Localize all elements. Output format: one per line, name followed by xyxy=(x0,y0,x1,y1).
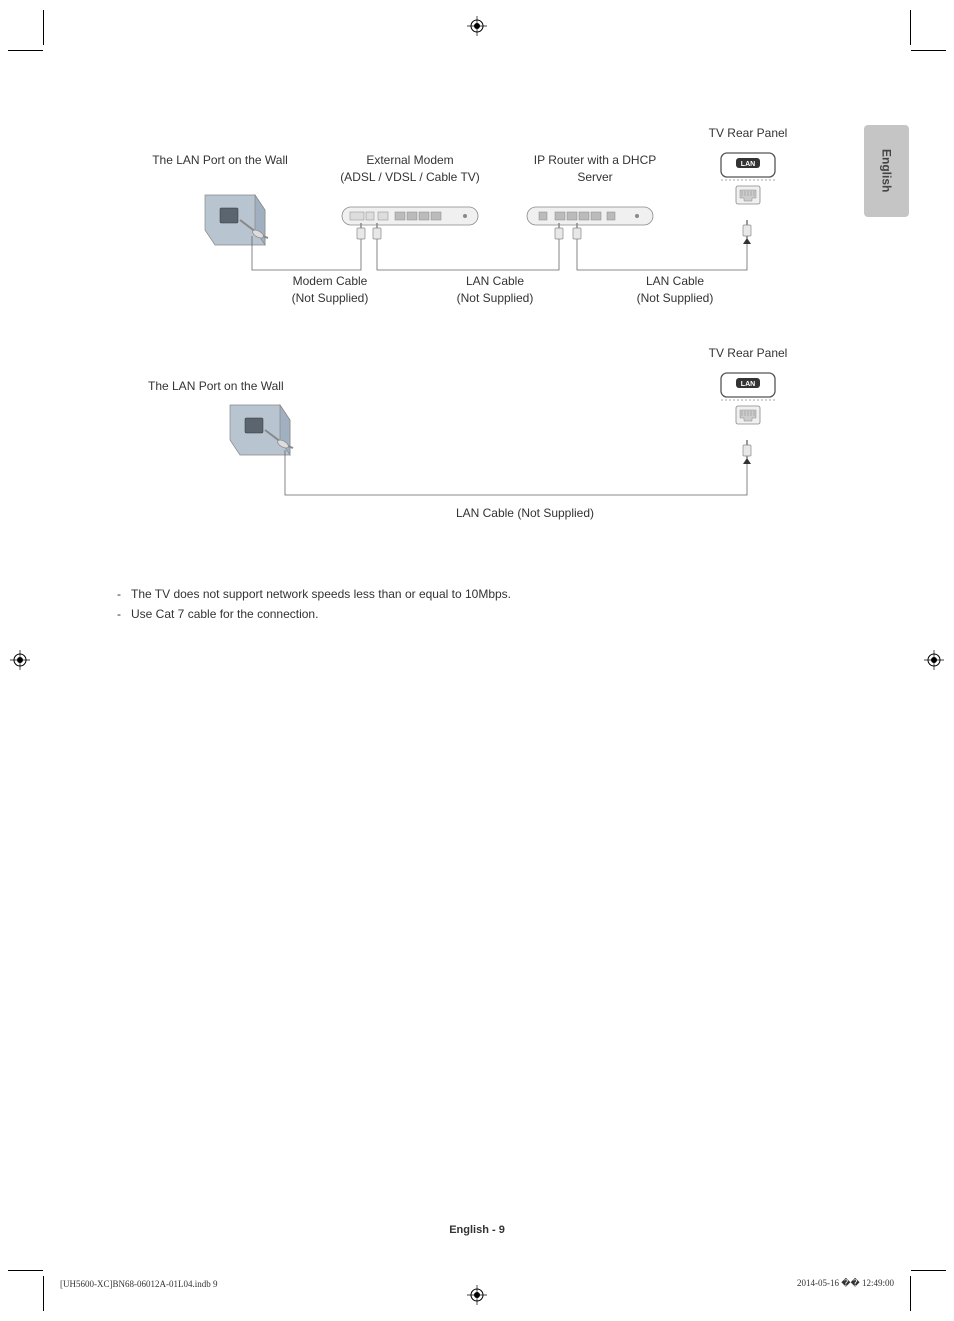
lan-port-wall-label: The LAN Port on the Wall xyxy=(140,152,300,169)
language-label: English xyxy=(880,149,894,192)
registration-mark-icon xyxy=(467,1285,487,1305)
network-diagram-with-router: TV Rear Panel The LAN Port on the Wall E… xyxy=(145,110,845,330)
external-modem-label: External Modem (ADSL / VDSL / Cable TV) xyxy=(320,152,500,186)
crop-mark xyxy=(43,10,44,45)
ip-router-label: IP Router with a DHCP Server xyxy=(515,152,675,186)
tv-lan-port-icon: LAN xyxy=(718,150,778,220)
note-item: Use Cat 7 cable for the connection. xyxy=(113,604,833,624)
router-icon xyxy=(525,205,655,230)
note-item: The TV does not support network speeds l… xyxy=(113,584,833,604)
lan-cable-label: LAN Cable (Not Supplied) xyxy=(445,273,545,307)
crop-mark xyxy=(910,1276,911,1311)
lan-cable-label: LAN Cable (Not Supplied) xyxy=(445,505,605,522)
crop-mark xyxy=(43,1276,44,1311)
notes-list: The TV does not support network speeds l… xyxy=(113,584,833,625)
wall-port-icon xyxy=(200,190,270,250)
crop-mark xyxy=(8,1270,43,1271)
crop-mark xyxy=(911,1270,946,1271)
registration-mark-icon xyxy=(924,650,944,670)
lan-cable-label: LAN Cable (Not Supplied) xyxy=(625,273,725,307)
lan-port-wall-label: The LAN Port on the Wall xyxy=(140,378,300,395)
footer-filename: [UH5600-XC]BN68-06012A-01L04.indb 9 xyxy=(60,1279,218,1289)
modem-cable-label: Modem Cable (Not Supplied) xyxy=(270,273,390,307)
crop-mark xyxy=(910,10,911,45)
svg-text:LAN: LAN xyxy=(741,161,755,168)
crop-mark xyxy=(911,50,946,51)
crop-mark xyxy=(8,50,43,51)
wall-port-icon xyxy=(225,400,295,460)
modem-icon xyxy=(340,205,480,230)
registration-mark-icon xyxy=(467,16,487,36)
tv-lan-port-icon: LAN xyxy=(718,370,778,440)
registration-mark-icon xyxy=(10,650,30,670)
tv-rear-panel-label: TV Rear Panel xyxy=(688,125,808,142)
tv-rear-panel-label: TV Rear Panel xyxy=(688,345,808,362)
svg-text:LAN: LAN xyxy=(741,381,755,388)
page-number: English - 9 xyxy=(0,1224,954,1236)
footer-timestamp: 2014-05-16 �� 12:49:00 xyxy=(797,1278,894,1289)
language-tab: English xyxy=(864,125,909,217)
network-diagram-direct: TV Rear Panel The LAN Port on the Wall L… xyxy=(145,345,845,535)
